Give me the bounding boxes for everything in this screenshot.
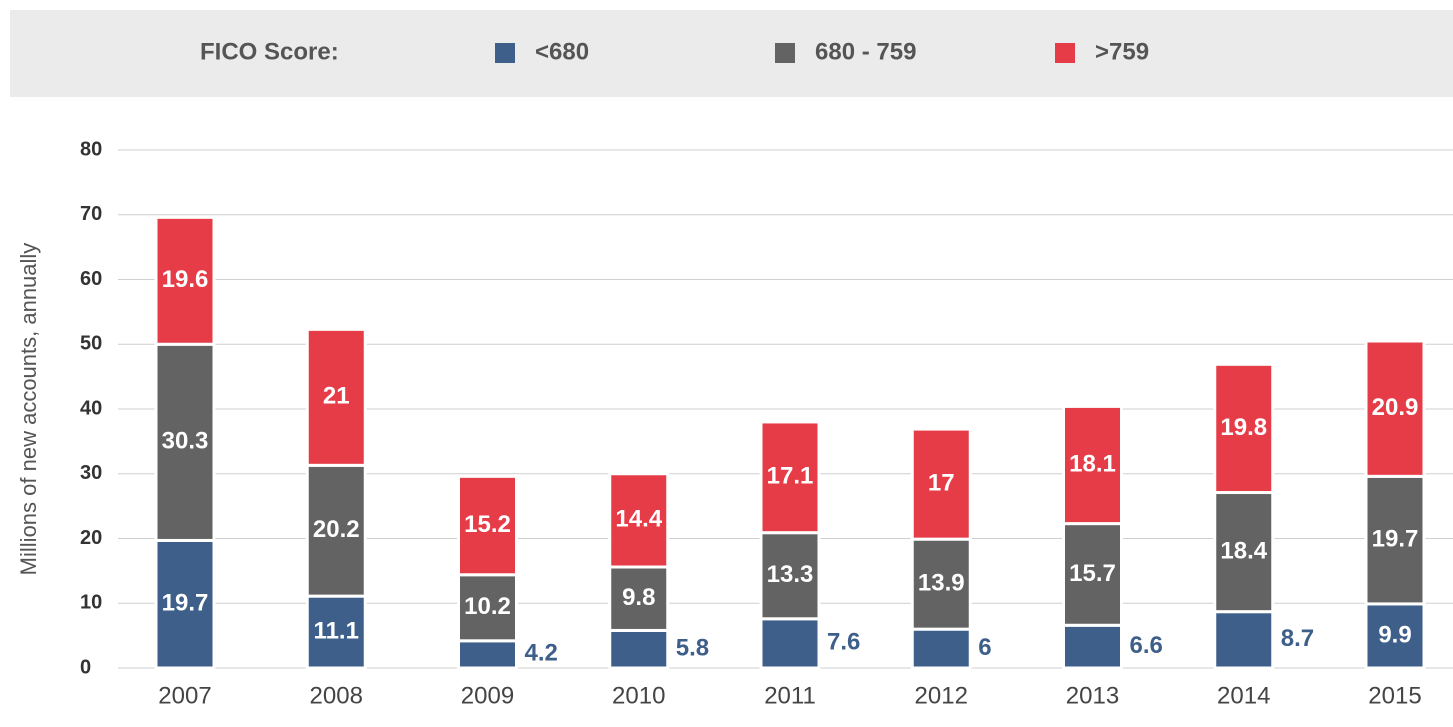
bar-segment (154, 538, 216, 670)
data-label: 18.4 (1220, 537, 1267, 564)
y-tick-label: 70 (80, 203, 102, 225)
data-label: 11.1 (314, 617, 359, 644)
bar-segment (608, 472, 670, 569)
data-label: 5.8 (676, 635, 709, 662)
data-label: 19.7 (1372, 525, 1419, 552)
data-label: 20.2 (313, 516, 360, 543)
bar-segment (1062, 404, 1123, 526)
y-tick-label: 30 (80, 462, 102, 484)
bar-segment (154, 215, 216, 346)
data-label: 30.3 (162, 428, 209, 455)
legend-swatch (775, 43, 795, 63)
data-label: 9.9 (1378, 621, 1411, 648)
data-label: 19.7 (162, 590, 209, 617)
data-label: 6 (978, 634, 991, 661)
legend-label: >759 (1095, 38, 1149, 65)
legend-swatch (495, 43, 515, 63)
y-tick-label: 50 (80, 333, 102, 355)
legend-label: <680 (535, 38, 589, 65)
legend-label: 680 - 759 (815, 38, 916, 65)
data-label: 7.6 (827, 629, 860, 656)
data-label: 19.6 (162, 266, 209, 293)
data-label: 6.6 (1130, 632, 1163, 659)
data-label: 15.7 (1069, 560, 1116, 587)
x-tick-label: 2014 (1217, 682, 1270, 709)
bar-segment (1213, 610, 1275, 670)
data-label: 4.2 (525, 639, 558, 666)
y-tick-label: 40 (80, 397, 102, 419)
legend-title: FICO Score: (200, 38, 339, 65)
legend-band (10, 10, 1453, 97)
y-tick-label: 60 (80, 268, 102, 290)
data-label: 13.9 (918, 569, 965, 596)
data-label: 17 (928, 469, 955, 496)
y-tick-label: 80 (80, 138, 102, 160)
x-tick-label: 2008 (310, 682, 363, 709)
bar-segment (608, 628, 670, 670)
data-label: 15.2 (464, 511, 511, 538)
bar-segment (910, 537, 972, 631)
bar-segment (457, 474, 518, 577)
bar-segment (1062, 623, 1123, 670)
data-label: 18.1 (1069, 450, 1116, 477)
data-label: 8.7 (1281, 625, 1314, 652)
data-label: 17.1 (767, 463, 814, 490)
bar-segment (305, 327, 367, 467)
bar-segment (759, 531, 821, 621)
bar-segment (759, 617, 821, 670)
legend-swatch (1055, 43, 1075, 63)
bar-segment (910, 427, 972, 541)
bar-segment (305, 463, 367, 598)
x-tick-label: 2009 (461, 682, 514, 709)
data-label: 19.8 (1220, 414, 1267, 441)
x-tick-label: 2012 (915, 682, 968, 709)
bar-segment (1364, 602, 1426, 670)
bar-segment (1364, 339, 1426, 478)
data-label: 9.8 (622, 584, 655, 611)
x-tick-label: 2013 (1066, 682, 1119, 709)
bar-segment (1213, 362, 1275, 495)
data-label: 10.2 (464, 593, 511, 620)
y-tick-label: 20 (80, 527, 102, 549)
bar-segment (457, 639, 518, 670)
bar-segment (1062, 522, 1123, 627)
y-axis-label: Millions of new accounts, annually (16, 243, 41, 576)
data-label: 14.4 (615, 506, 662, 533)
bar-segment (910, 627, 972, 670)
x-tick-label: 2007 (158, 682, 211, 709)
bar-segment (1213, 491, 1275, 614)
data-label: 21 (323, 383, 350, 410)
bar-segment (759, 420, 821, 535)
x-tick-label: 2010 (612, 682, 665, 709)
x-tick-label: 2011 (764, 682, 816, 709)
y-tick-label: 10 (80, 592, 102, 614)
data-label: 13.3 (767, 561, 814, 588)
bar-segment (457, 573, 518, 643)
data-label: 20.9 (1372, 394, 1419, 421)
y-tick-label: 0 (80, 656, 91, 678)
x-tick-label: 2015 (1368, 682, 1421, 709)
